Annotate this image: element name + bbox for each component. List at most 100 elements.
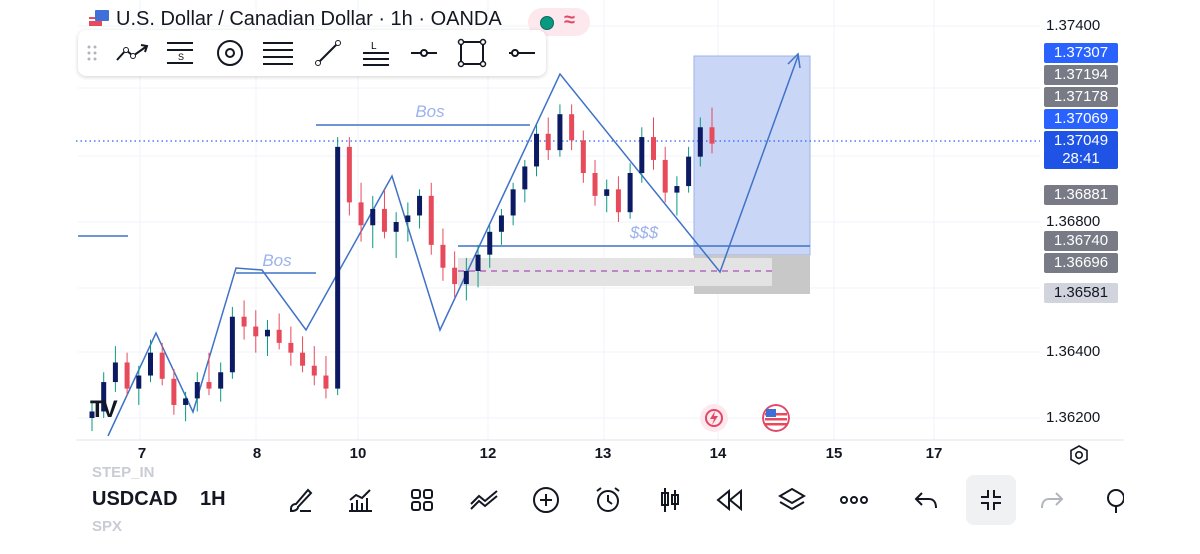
candle-body (335, 146, 341, 389)
fib-retracement-icon[interactable]: S (162, 36, 198, 70)
layers-icon[interactable] (768, 476, 816, 524)
time-tick: 7 (137, 445, 147, 462)
gann-icon[interactable] (260, 36, 296, 70)
candle-body (604, 189, 610, 196)
circle-icon[interactable] (212, 36, 248, 70)
symbol-ghost-top: STEP_IN (92, 464, 155, 481)
svg-text:L: L (371, 41, 377, 52)
price-label: 28:41 (1044, 149, 1118, 169)
us-flag-event-icon[interactable] (762, 404, 790, 432)
candle-body (405, 215, 411, 222)
candle-body (300, 352, 306, 366)
trend-line-icon[interactable] (114, 36, 150, 70)
undo-icon[interactable] (902, 476, 950, 524)
price-label: 1.36696 (1044, 253, 1118, 273)
candle-body (124, 362, 130, 389)
candle-body (592, 173, 598, 196)
zigzag-path (107, 55, 799, 437)
candle-body (440, 244, 446, 268)
symbol-button[interactable]: USDCAD (92, 488, 178, 510)
candle-body (311, 365, 317, 376)
candle-body (136, 375, 142, 389)
candle-body (498, 215, 504, 232)
time-tick: 10 (349, 445, 367, 462)
candle-body (264, 329, 270, 337)
replay-icon[interactable] (706, 476, 754, 524)
annotation-label: $$$ (629, 223, 659, 242)
collapse-icon[interactable] (966, 475, 1016, 525)
time-tick: 13 (594, 445, 612, 462)
candles-icon[interactable] (646, 476, 694, 524)
layout-icon[interactable] (398, 476, 446, 524)
market-open-icon (540, 16, 554, 30)
candle-body (218, 372, 224, 389)
gear-icon[interactable] (1068, 444, 1090, 466)
price-label: 1.36881 (1044, 185, 1118, 205)
ray-icon[interactable] (310, 36, 346, 70)
candle-body (428, 195, 434, 245)
candle-body (569, 114, 575, 141)
candle-body (615, 189, 621, 213)
candle-body (393, 222, 399, 232)
drag-handle-icon[interactable] (82, 36, 102, 70)
more-icon[interactable] (830, 476, 878, 524)
candle-body (171, 378, 177, 405)
candle-body (241, 316, 247, 327)
candle-body (510, 189, 516, 216)
candle-body (557, 114, 563, 151)
candle-body (452, 267, 458, 285)
price-label: 1.37069 (1044, 109, 1118, 129)
templates-icon[interactable] (460, 476, 508, 524)
candle-body (651, 137, 657, 160)
tradingview-logo: TV (90, 396, 118, 423)
candle-body (580, 140, 586, 173)
candle-body (112, 362, 118, 383)
time-tick: 14 (709, 445, 727, 462)
horizontal-ray-icon[interactable] (406, 36, 442, 70)
symbol-ghost-bottom: SPX (92, 518, 123, 535)
candle-body (346, 146, 352, 203)
time-tick: 17 (925, 445, 943, 462)
candle-body (194, 382, 200, 399)
candle-body (381, 208, 387, 232)
interval-button[interactable]: 1H (200, 488, 226, 510)
brush-icon[interactable] (276, 476, 324, 524)
candle-body (370, 208, 376, 226)
candle-body (358, 202, 364, 226)
wave-icon: ≈ (564, 9, 575, 31)
price-tick: 1.36800 (1046, 213, 1101, 230)
price-label: 1.36740 (1044, 231, 1118, 251)
symbol-title[interactable]: U.S. Dollar / Canadian Dollar · 1h · OAN… (88, 8, 502, 31)
candle-body (686, 156, 692, 187)
candle-body (183, 398, 189, 405)
candle-body (253, 326, 259, 337)
candle-body (463, 271, 469, 285)
candle-body (101, 382, 107, 412)
candle-body (662, 159, 668, 193)
rectangle-icon[interactable] (454, 36, 490, 70)
title-text: U.S. Dollar / Canadian Dollar · 1h · OAN… (116, 8, 502, 30)
redo-icon[interactable] (1028, 476, 1076, 524)
alarm-icon[interactable] (584, 476, 632, 524)
time-tick: 8 (252, 445, 262, 462)
candle-body (709, 127, 715, 144)
add-icon[interactable] (522, 476, 570, 524)
text-label-icon[interactable]: L (358, 36, 394, 70)
candle-body (206, 382, 212, 389)
horizontal-line-icon[interactable] (504, 36, 540, 70)
price-label: 1.37178 (1044, 87, 1118, 107)
drawing-toolbar: S L (78, 30, 546, 76)
annotation-label: Bos (262, 251, 292, 270)
price-label: 1.37194 (1044, 65, 1118, 85)
candle-body (674, 186, 680, 193)
candle-body (545, 133, 551, 151)
search-icon[interactable] (1098, 476, 1124, 524)
target-zone (693, 55, 811, 256)
indicators-icon[interactable] (336, 476, 384, 524)
candle-body (288, 342, 294, 353)
lightning-event-icon[interactable] (700, 404, 728, 432)
flag-icon (88, 9, 110, 27)
candle-body (323, 375, 329, 389)
